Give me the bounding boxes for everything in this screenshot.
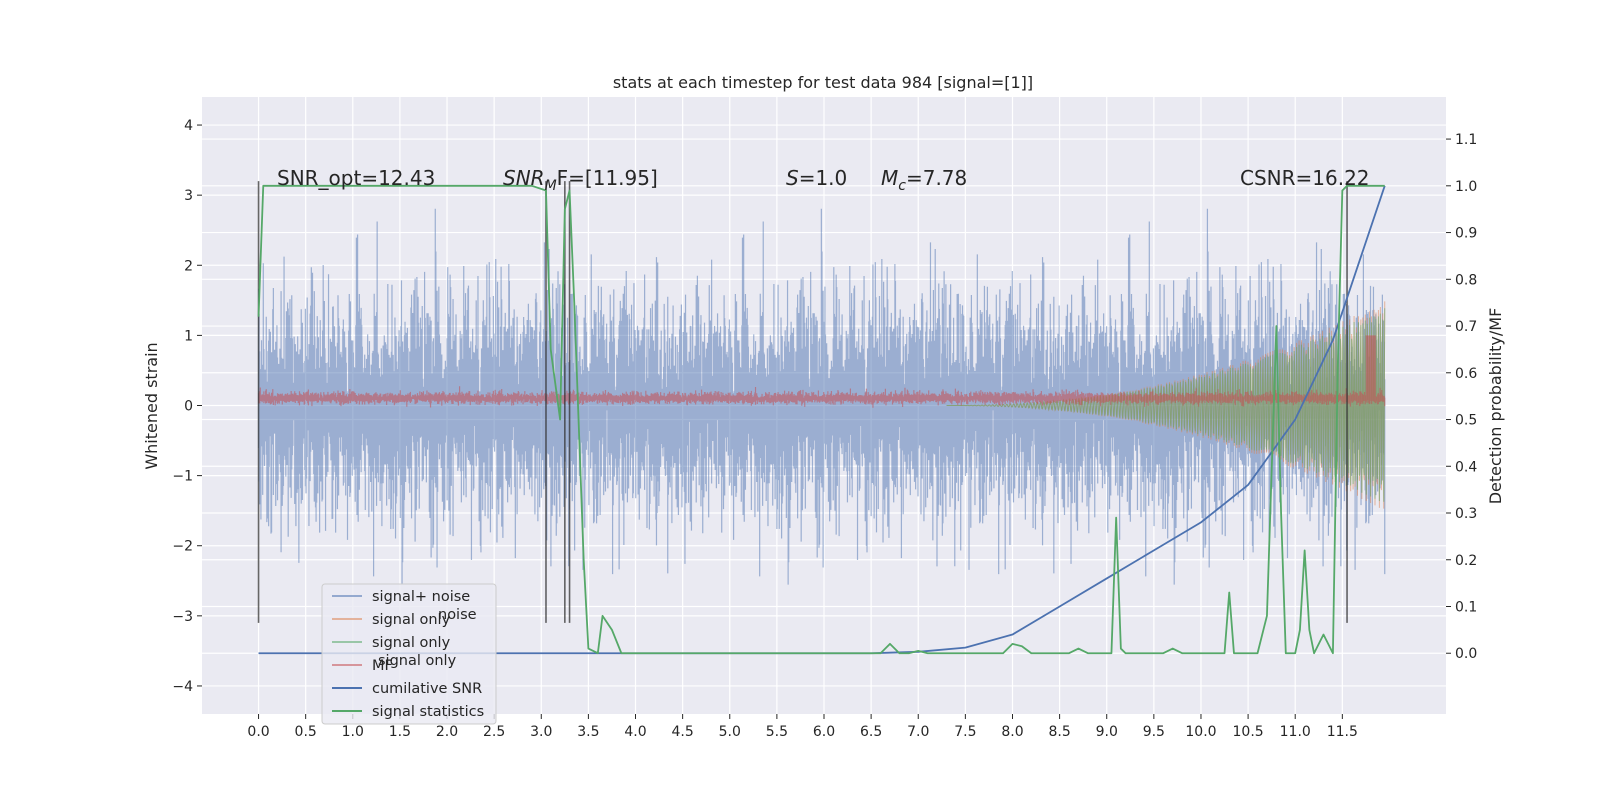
x-tick-label: 7.0 xyxy=(907,724,929,740)
annotation-snr-mf: SNRMF=[11.95] xyxy=(503,166,658,194)
chart-title: stats at each timestep for test data 984… xyxy=(613,73,1033,92)
y-tick-label: −1 xyxy=(172,469,193,485)
x-tick-label: 6.5 xyxy=(860,724,882,740)
y2-tick-label: 1.0 xyxy=(1455,179,1477,195)
legend-ghost-1: signal only xyxy=(378,653,457,669)
y2-tick-label: 0.1 xyxy=(1455,599,1477,615)
y2-tick-label: 0.2 xyxy=(1455,553,1477,569)
x-tick-label: 4.5 xyxy=(672,724,694,740)
x-tick-label: 11.0 xyxy=(1280,724,1311,740)
series-signal-only-green xyxy=(946,308,1386,502)
legend-ghost-0: noise xyxy=(438,607,477,623)
annotation-snr-opt: SNR_opt=12.43 xyxy=(277,166,435,190)
y2-tick-label: 0.8 xyxy=(1455,272,1477,288)
annotations: SNR_opt=12.43 SNRMF=[11.95] S=1.0 Mc=7.7… xyxy=(277,166,1370,194)
x-tick-label: 10.0 xyxy=(1185,724,1216,740)
y-tick-label: −4 xyxy=(172,679,193,695)
x-tick-label: 7.5 xyxy=(954,724,976,740)
legend-label-stats: signal statistics xyxy=(372,704,484,720)
y-tick-label: 0 xyxy=(184,399,193,415)
y2-tick-label: 0.3 xyxy=(1455,506,1477,522)
y-tick-label: −2 xyxy=(172,539,193,555)
x-tick-label: 0.0 xyxy=(247,724,269,740)
legend-box xyxy=(321,583,497,725)
y-tick-label: −3 xyxy=(172,609,193,625)
y2-tick-label: 0.6 xyxy=(1455,366,1477,382)
x-tick-label: 9.5 xyxy=(1143,724,1165,740)
legend-overlap-text: noise signal only xyxy=(378,607,477,669)
x-tick-label: 10.5 xyxy=(1233,724,1264,740)
legend-label-signal-green: signal only xyxy=(372,635,451,651)
x-tick-label: 4.0 xyxy=(624,724,646,740)
x-tick-label: 0.5 xyxy=(295,724,317,740)
y2-axis-label: Detection probability/MF xyxy=(1486,308,1505,505)
x-tick-label: 9.0 xyxy=(1096,724,1118,740)
series-signal-statistics xyxy=(257,184,1385,655)
annotation-mc: Mc=7.78 xyxy=(881,166,967,194)
y2-tick-label: 0.7 xyxy=(1455,319,1477,335)
x-tick-label: 3.5 xyxy=(577,724,599,740)
x-tick-label: 6.0 xyxy=(813,724,835,740)
y-tick-label: 1 xyxy=(184,328,193,344)
annotation-s: S=1.0 xyxy=(786,166,847,190)
legend-label-csnr: cumilative SNR xyxy=(372,681,482,697)
x-tick-label: 8.5 xyxy=(1048,724,1070,740)
x-tick-label: 1.5 xyxy=(389,724,411,740)
x-tick-label: 5.0 xyxy=(719,724,741,740)
legend-label-mf: MF xyxy=(372,658,393,674)
y2-tick-label: 0.5 xyxy=(1455,413,1477,429)
y-axis-label: Whitened strain xyxy=(142,342,161,469)
annotation-csnr: CSNR=16.22 xyxy=(1240,166,1370,190)
x-tick-label: 2.0 xyxy=(436,724,458,740)
x-tick-label: 1.0 xyxy=(342,724,364,740)
x-tick-label: 5.5 xyxy=(766,724,788,740)
x-tick-label: 3.0 xyxy=(530,724,552,740)
y2-tick-label: 0.0 xyxy=(1455,646,1477,662)
y2-tick-label: 1.1 xyxy=(1455,132,1477,148)
y-tick-label: 2 xyxy=(184,258,193,274)
x-tick-label: 8.0 xyxy=(1001,724,1023,740)
x-tick-label: 2.5 xyxy=(483,724,505,740)
legend-label-noise: signal+ noise xyxy=(372,589,470,605)
y2-tick-label: 0.9 xyxy=(1455,226,1477,242)
axes: 0.0 0.5 1.0 1.5 2.0 2.5 3.0 3.5 4.0 4.5 5.0 5.5 6.0 6… xyxy=(172,118,1477,740)
y-tick-label: 4 xyxy=(184,118,193,134)
x-tick-label: 11.5 xyxy=(1327,724,1358,740)
plot-data xyxy=(257,181,1386,655)
y-tick-label: 3 xyxy=(184,188,193,204)
legend-label-signal-orange: signal only xyxy=(372,612,451,628)
y2-tick-label: 0.4 xyxy=(1455,459,1477,475)
legend: noise signal only signal+ noise signal o… xyxy=(321,583,497,725)
series-cumilative-snr xyxy=(258,185,1386,655)
